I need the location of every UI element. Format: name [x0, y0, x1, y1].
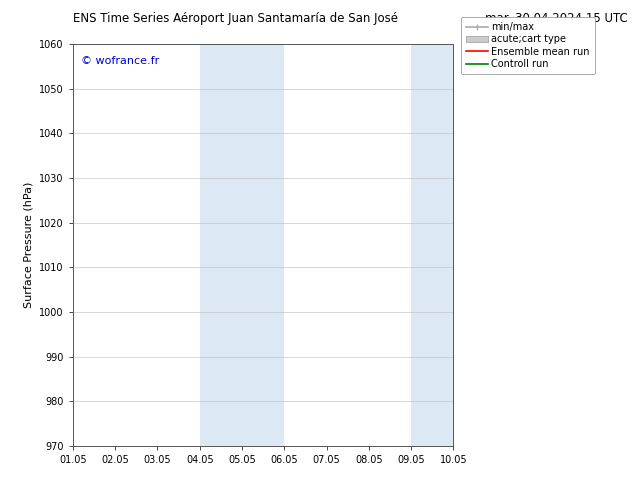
Text: ENS Time Series Aéroport Juan Santamaría de San José: ENS Time Series Aéroport Juan Santamaría… — [73, 12, 398, 25]
Text: mar. 30.04.2024 15 UTC: mar. 30.04.2024 15 UTC — [485, 12, 628, 25]
Legend: min/max, acute;cart type, Ensemble mean run, Controll run: min/max, acute;cart type, Ensemble mean … — [462, 17, 595, 74]
Bar — [242, 44, 284, 446]
Bar — [411, 44, 453, 446]
Text: © wofrance.fr: © wofrance.fr — [81, 56, 158, 66]
Bar — [200, 44, 242, 446]
Y-axis label: Surface Pressure (hPa): Surface Pressure (hPa) — [23, 182, 34, 308]
